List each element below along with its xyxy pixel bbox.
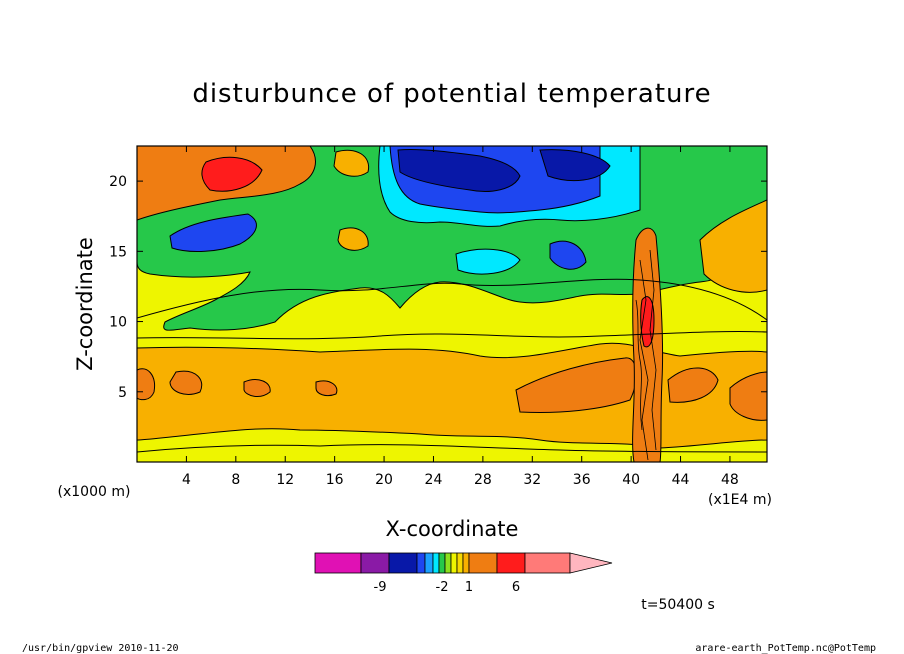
y-tick-label: 10	[109, 315, 127, 331]
x-axis-label: X-coordinate	[386, 517, 519, 541]
x-tick-label: 16	[326, 472, 344, 488]
blob-upper-yellow-3	[699, 199, 767, 293]
y-tick-label: 20	[109, 174, 127, 190]
blob-orange-6	[667, 367, 719, 403]
band-upper-dkblue	[397, 148, 521, 192]
colorbar-segment	[314, 552, 362, 574]
colorbar-label: 6	[512, 580, 520, 595]
y-tick-label: 15	[109, 244, 127, 260]
blob-orange-2	[169, 370, 203, 395]
colorbar-extend-arrow	[569, 552, 613, 574]
footer-left: /usr/bin/gpview 2010-11-20	[22, 643, 179, 654]
colorbar: -9 -2 1 6	[314, 552, 613, 595]
colorbar-segment	[438, 552, 446, 574]
storm-contours	[635, 249, 657, 461]
x-tick-label: 40	[622, 472, 640, 488]
blob-orange-3	[243, 379, 271, 397]
blob-blue-mid	[549, 240, 587, 270]
blob-upper-red	[201, 156, 263, 192]
blob-upper-yellow-1	[333, 149, 370, 177]
colorbar-segment	[416, 552, 426, 574]
colorbar-segment	[444, 552, 452, 574]
colorbar-segment	[388, 552, 418, 574]
colorbar-segment	[424, 552, 434, 574]
colorbar-label: 1	[465, 580, 473, 595]
colorbar-segment	[468, 552, 498, 574]
blob-orange-4	[315, 380, 338, 397]
y-tick-label: 5	[118, 385, 127, 401]
chart-title: disturbunce of potential temperature	[192, 79, 711, 109]
x-tick-label: 4	[182, 472, 191, 488]
colorbar-segment	[462, 552, 470, 574]
blob-blue-left	[169, 213, 257, 252]
colorbar-label: -9	[374, 580, 387, 595]
colorbar-label: -2	[436, 580, 449, 595]
x-tick-label: 28	[474, 472, 492, 488]
x-tick-label: 48	[721, 472, 739, 488]
blob-orange-7	[729, 371, 767, 421]
y-unit-label: (x1000 m)	[58, 484, 131, 500]
colorbar-segment	[456, 552, 464, 574]
x-tick-label: 36	[573, 472, 591, 488]
blob-upper-yellow-2	[337, 227, 369, 251]
time-label: t=50400 s	[641, 597, 715, 613]
x-tick-label: 8	[231, 472, 240, 488]
colorbar-segment	[360, 552, 390, 574]
blob-cyan-mid	[455, 248, 521, 275]
x-tick-label: 32	[523, 472, 541, 488]
x-ticks: 4 8 12 16 20 24 28 32 36 40 44 48	[182, 146, 739, 488]
y-ticks: 5 10 15 20	[109, 174, 767, 401]
colorbar-segment	[496, 552, 526, 574]
blob-dkblue-right	[539, 149, 611, 182]
x-tick-label: 24	[425, 472, 443, 488]
colorbar-segment	[524, 552, 571, 574]
contour-lines	[137, 278, 767, 453]
footer-right: arare-earth_PotTemp.nc@PotTemp	[695, 643, 876, 654]
colorbar-segment	[450, 552, 458, 574]
y-axis-label: Z-coordinate	[73, 237, 97, 371]
x-unit-label: (x1E4 m)	[708, 492, 772, 508]
plot-area	[137, 146, 767, 462]
colorbar-segment	[432, 552, 440, 574]
x-tick-label: 20	[375, 472, 393, 488]
plot-frame	[136, 145, 768, 463]
x-tick-label: 12	[276, 472, 294, 488]
x-tick-label: 44	[672, 472, 690, 488]
